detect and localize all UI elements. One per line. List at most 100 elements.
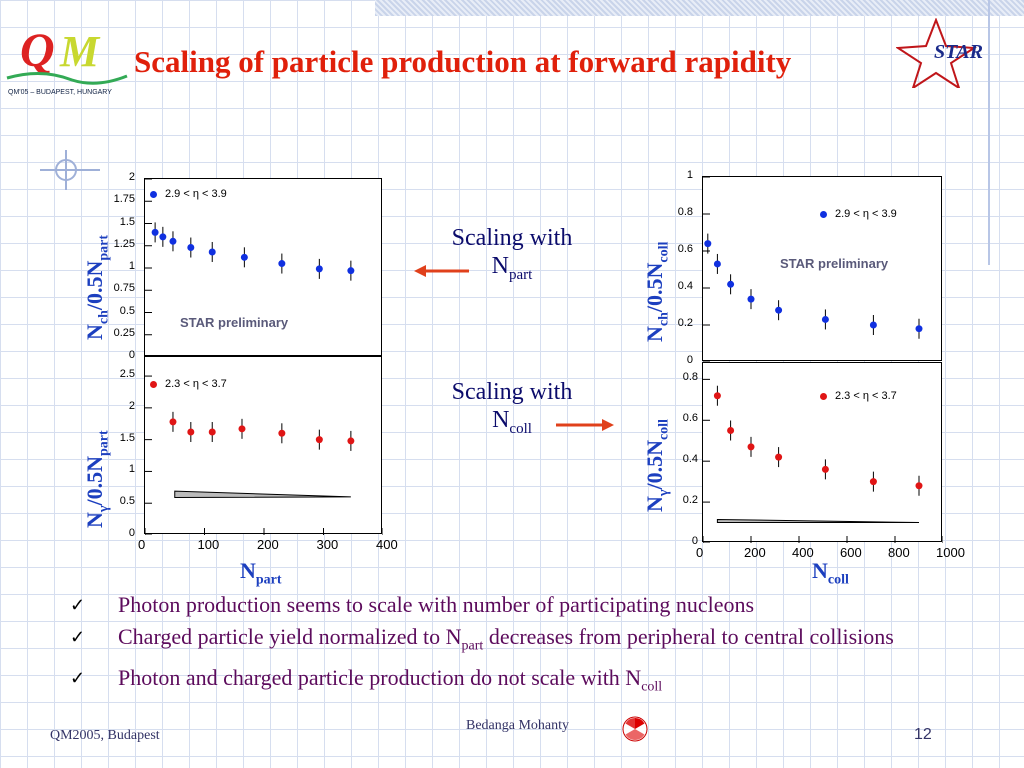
data-point (821, 315, 829, 323)
y-axis-label-ch-ncoll: Nch/0.5Ncoll (642, 242, 672, 342)
scaling-symbol: N (491, 253, 509, 279)
checkmark-icon: ✓ (70, 595, 86, 615)
x-tick-label: 200 (744, 545, 766, 560)
chart-legend: 2.3 < η < 3.7 (820, 390, 897, 402)
chart-gamma-npart: 2.3 < η < 3.7 0 0.5 1 1.5 2 2.5 0 100 200 300 400 (100, 356, 398, 556)
legend-label: 2.9 < η < 3.9 (835, 208, 897, 220)
y-axis-label-gamma-ncoll: Nγ/0.5Ncoll (642, 419, 672, 512)
plot-area (145, 375, 383, 535)
scaling-line: Scaling with (451, 379, 573, 405)
legend-label: 2.3 < η < 3.7 (835, 390, 897, 402)
data-point (869, 321, 877, 329)
y-tick-label: 1 (128, 260, 135, 272)
data-point (747, 295, 755, 303)
chart-legend: 2.9 < η < 3.9 (150, 188, 227, 200)
bullet-sub: coll (641, 679, 663, 695)
y-tick-label: 2.5 (119, 368, 135, 381)
systematic-band (174, 490, 351, 498)
x-label-sub: coll (827, 572, 849, 588)
plot-area (703, 177, 923, 362)
checkmark-icon: ✓ (70, 627, 86, 647)
chart-frame (702, 362, 943, 543)
y-tick-label: 0 (686, 354, 693, 366)
bullet-text: Photon production seems to scale with nu… (118, 592, 755, 617)
y-label-part: /0.5N (82, 260, 107, 311)
star-preliminary-label: STAR preliminary (780, 256, 889, 271)
chart-frame (144, 356, 383, 535)
chart-ch-npart: 2.9 < η < 3.9 STAR preliminary 0 0.25 0.5 0… (100, 168, 395, 361)
decorative-crosshair (40, 150, 100, 190)
data-point (915, 482, 923, 490)
arrow-right-icon (556, 419, 614, 431)
y-label-part: /0.5N (642, 262, 667, 313)
bullet-item: ✓ Photon production seems to scale with … (70, 590, 1000, 620)
x-tick-label: 100 (197, 537, 220, 552)
data-point (169, 418, 177, 426)
svg-text:Q: Q (20, 24, 55, 77)
y-tick-label: 0.6 (677, 243, 693, 255)
data-point (347, 267, 355, 275)
data-point (747, 443, 755, 451)
scaling-ncoll-label: Scaling with Ncoll (432, 378, 592, 443)
star-preliminary-label: STAR preliminary (180, 315, 289, 330)
x-label-sub: part (255, 572, 282, 588)
logo-left-text: QM'05 – BUDAPEST, HUNGARY (8, 89, 112, 96)
x-axis-label-ncoll: Ncoll (812, 558, 849, 588)
y-label-sub: part (96, 234, 112, 261)
chart-ch-ncoll: 2.9 < η < 3.9 STAR preliminary 0 0.2 0.4 0.… (660, 166, 955, 366)
slide-title: Scaling of particle production at forwar… (134, 44, 792, 79)
y-axis-label-gamma-npart: Nγ/0.5Npart (82, 430, 112, 528)
x-tick-label: 400 (792, 545, 814, 560)
systematic-band (716, 518, 920, 524)
bullet-text-after: decreases from peripheral to central col… (483, 624, 894, 649)
y-tick-label: 1.5 (119, 215, 135, 228)
x-label-part: N (812, 558, 828, 583)
y-tick-label: 1.25 (113, 237, 135, 250)
data-point (315, 265, 323, 273)
data-point (915, 325, 923, 333)
radiation-logo-icon (622, 716, 648, 742)
y-tick-label: 0 (128, 349, 135, 361)
data-point (208, 428, 216, 436)
data-point (869, 478, 877, 486)
data-point (159, 233, 167, 241)
y-tick-label: 2 (128, 399, 135, 412)
top-decorative-bar (375, 0, 1024, 16)
y-tick-label: 0.75 (113, 282, 135, 295)
scaling-symbol: N (492, 407, 510, 433)
y-tick-label: 0.2 (677, 317, 693, 329)
bullet-list: ✓ Photon production seems to scale with … (70, 590, 1000, 705)
y-tick-label: 1.5 (119, 431, 135, 444)
legend-marker (150, 190, 157, 198)
y-tick-label: 0 (128, 527, 135, 539)
y-tick-label: 1 (686, 169, 693, 181)
star-logo: STAR (896, 18, 983, 88)
y-label-sub: γ (656, 489, 672, 497)
y-tick-label: 0.25 (113, 326, 135, 339)
footer-author: Bedanga Mohanty (466, 718, 570, 733)
y-label-part: N (82, 324, 107, 340)
y-label-sub: ch (656, 312, 672, 327)
y-tick-label: 0.2 (682, 494, 698, 507)
y-label-sub: ch (96, 310, 112, 325)
data-point (347, 437, 355, 445)
bullet-item: ✓ Photon and charged particle production… (70, 663, 1000, 702)
y-axis-label-ch-npart: Nch/0.5Npart (82, 235, 112, 340)
data-point (278, 429, 286, 437)
data-point (240, 253, 248, 261)
bullet-item: ✓ Charged particle yield normalized to N… (70, 622, 1000, 661)
y-tick-label: 1 (128, 463, 135, 476)
y-label-sub: part (96, 430, 112, 457)
legend-marker (150, 380, 157, 388)
x-tick-label: 200 (257, 537, 279, 552)
scaling-npart-label: Scaling with Npart (432, 224, 592, 289)
y-label-part: N (642, 496, 667, 512)
y-label-sub: coll (656, 241, 672, 263)
y-label-part: /0.5N (642, 440, 667, 490)
data-point (187, 244, 195, 252)
y-tick-label: 0.5 (119, 495, 135, 508)
data-point (704, 240, 712, 248)
legend-marker (820, 210, 827, 218)
data-point (775, 306, 783, 314)
plot-area (145, 179, 355, 357)
